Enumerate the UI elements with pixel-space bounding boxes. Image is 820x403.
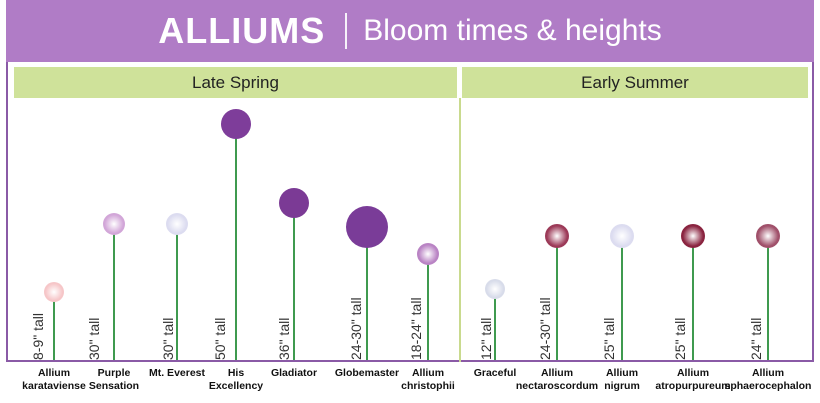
- height-label: 24-30" tall: [537, 297, 553, 360]
- plant-name-line: Allium: [411, 367, 445, 379]
- bloom-icon: [681, 224, 705, 248]
- stem: [53, 292, 55, 360]
- plant-name-line: nectaroscordum: [515, 380, 599, 392]
- bloom-icon: [279, 188, 309, 218]
- bloom-icon: [485, 279, 505, 299]
- height-label: 50" tall: [212, 317, 228, 360]
- plant-name-line: Sensation: [88, 380, 140, 392]
- stem: [235, 124, 237, 360]
- height-label: 25" tall: [601, 317, 617, 360]
- title: ALLIUMS: [158, 10, 326, 51]
- plant-name-line: His: [227, 367, 245, 379]
- plant-name: Globemaster: [312, 367, 422, 380]
- stem: [556, 236, 558, 360]
- plant-name-line: Allium: [540, 367, 574, 379]
- plant-name: Purple Sensation: [59, 367, 169, 393]
- plant-name: Allium christophii: [373, 367, 483, 393]
- plant-name: Graceful: [440, 367, 550, 380]
- plant-name: His Excellency: [181, 367, 291, 393]
- subtitle: Bloom times & heights: [363, 14, 662, 47]
- season-late-spring: Late Spring: [14, 67, 457, 98]
- title-banner: ALLIUMS Bloom times & heights: [6, 0, 814, 62]
- bloom-icon: [545, 224, 569, 248]
- plant-name-line: Purple: [97, 367, 131, 379]
- plant-name: Allium atropurpureum: [638, 367, 748, 393]
- stem: [293, 203, 295, 360]
- plant-name-line: karataviense: [22, 380, 86, 392]
- plant-name: Gladiator: [239, 367, 349, 380]
- season-divider: [459, 98, 461, 362]
- stem: [366, 227, 368, 360]
- height-label: 8-9" tall: [30, 313, 46, 360]
- stem: [176, 224, 178, 360]
- bloom-icon: [417, 243, 439, 265]
- plant-name-line: Allium: [676, 367, 710, 379]
- bloom-icon: [103, 213, 125, 235]
- plant-name-line: Mt. Everest: [148, 367, 206, 379]
- stem: [113, 224, 115, 360]
- height-label: 12" tall: [478, 317, 494, 360]
- height-label: 30" tall: [160, 317, 176, 360]
- plant-name-line: Allium: [37, 367, 71, 379]
- bloom-icon: [610, 224, 634, 248]
- plant-name-line: Graceful: [473, 367, 517, 379]
- height-label: 24-30" tall: [348, 297, 364, 360]
- stem: [692, 236, 694, 360]
- stem: [494, 289, 496, 360]
- plant-name-line: Excellency: [208, 380, 264, 392]
- bloom-icon: [346, 206, 388, 248]
- plant-name-line: Allium: [605, 367, 639, 379]
- plant-name: Allium karataviense: [0, 367, 109, 393]
- plant-name-line: christophii: [401, 380, 455, 392]
- height-label: 18-24" tall: [408, 297, 424, 360]
- plant-name-line: Gladiator: [270, 367, 318, 379]
- plant-name-line: atropurpureum: [655, 380, 731, 392]
- stem: [767, 236, 769, 360]
- height-label: 24" tall: [748, 317, 764, 360]
- plant-name-line: Globemaster: [334, 367, 400, 379]
- title-separator: [345, 13, 348, 49]
- height-label: 30" tall: [86, 317, 102, 360]
- bloom-icon: [221, 109, 251, 139]
- height-label: 25" tall: [672, 317, 688, 360]
- stem: [427, 254, 429, 360]
- plant-name: Allium nigrum: [567, 367, 677, 393]
- bloom-icon: [166, 213, 188, 235]
- plant-name-line: nigrum: [604, 380, 640, 392]
- plant-name-line: Allium: [751, 367, 785, 379]
- chart-frame: [6, 0, 814, 362]
- plant-name: Mt. Everest: [122, 367, 232, 380]
- season-early-summer: Early Summer: [462, 67, 808, 98]
- plant-name: Allium sphaerocephalon: [713, 367, 820, 393]
- stem: [621, 236, 623, 360]
- plant-name-line: sphaerocephalon: [724, 380, 812, 392]
- bloom-icon: [44, 282, 64, 302]
- height-label: 36" tall: [276, 317, 292, 360]
- plant-name: Allium nectaroscordum: [502, 367, 612, 393]
- bloom-icon: [756, 224, 780, 248]
